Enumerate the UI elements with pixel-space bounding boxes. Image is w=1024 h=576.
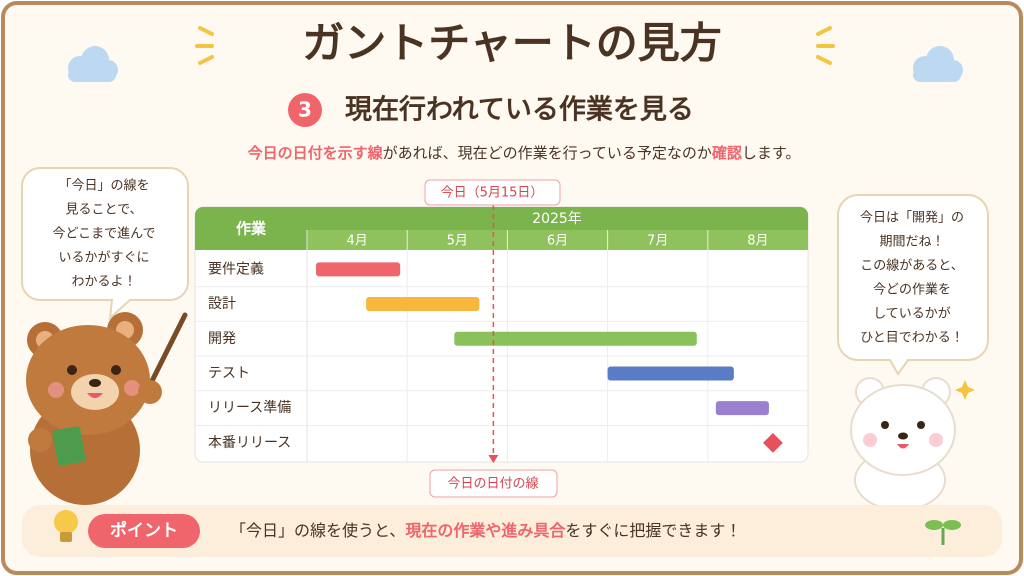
task-bar xyxy=(607,366,734,381)
title: ガントチャートの見方 xyxy=(302,19,722,68)
cloud-right xyxy=(913,46,963,82)
text-segment: します。 xyxy=(742,144,801,162)
text-segment: があれば、現在どの作業を行っている予定なのか xyxy=(383,144,712,162)
point-badge-text: ポイント xyxy=(110,520,178,541)
today-label: 今日（5月15日） xyxy=(441,185,544,201)
bubble-line: 今どこまで進んで xyxy=(53,226,156,242)
bubble-line: ひと目でわかる！ xyxy=(860,331,964,346)
month-label: 7月 xyxy=(647,234,668,249)
bubble-line: 期間だね！ xyxy=(879,235,944,250)
today-line-label: 今日の日付の線 xyxy=(447,476,538,492)
sprout-icon xyxy=(925,520,961,545)
year-label: 2025年 xyxy=(532,211,582,227)
month-label: 8月 xyxy=(747,234,768,249)
bubble-right xyxy=(837,194,989,376)
gantt-chart: 作業 2025年 4月 5月 6月 7月 8月要件定義設計開発テストリリース準備本番リリ… xyxy=(194,206,809,463)
step-title: 現在行われている作業を見る xyxy=(345,94,694,126)
task-name: 開発 xyxy=(208,331,236,347)
brown-bear xyxy=(26,312,188,505)
text-segment: 確認 xyxy=(711,144,742,162)
text-segment: をすぐに把握できます！ xyxy=(565,521,741,540)
description: 今日の日付を示す線があれば、現在どの作業を行っている予定なのか確認します。 xyxy=(248,144,801,162)
step-circle xyxy=(288,93,322,127)
month-label: 4月 xyxy=(346,234,367,249)
bulb-icon xyxy=(54,510,78,542)
bubble-left xyxy=(21,167,189,321)
task-name: 要件定義 xyxy=(208,260,264,277)
task-bar xyxy=(366,297,480,312)
task-name: テスト xyxy=(208,365,250,381)
today-line-label-box xyxy=(429,469,558,498)
point-bar xyxy=(22,505,1002,557)
bubble-line: いるかがすぐに xyxy=(58,251,149,266)
task-bar xyxy=(715,401,769,416)
step-number: 3 xyxy=(298,98,312,122)
point-text: 「今日」の線を使うと、現在の作業や進み具合をすぐに把握できます！ xyxy=(230,521,741,540)
bubble-line: この線があると、 xyxy=(860,258,963,274)
task-name: 設計 xyxy=(208,296,236,312)
month-label: 5月 xyxy=(447,234,468,249)
task-header: 作業 xyxy=(236,220,267,238)
text-segment: 現在の作業や進み具合 xyxy=(405,521,566,540)
sparkles xyxy=(195,26,835,65)
today-arrow xyxy=(488,455,499,463)
text-segment: 今日の日付を示す線 xyxy=(248,144,384,162)
bubble-line: 今日は「開発」の xyxy=(860,210,964,226)
task-bar xyxy=(454,331,697,346)
text-segment: 「今日」の線を使うと、 xyxy=(230,521,405,540)
task-name: リリース準備 xyxy=(208,400,291,416)
milestone xyxy=(763,432,783,453)
point-badge xyxy=(88,514,200,548)
bubble-line: わかるよ！ xyxy=(71,275,136,290)
bubble-line: しているかが xyxy=(873,307,951,322)
today-label-box xyxy=(424,179,561,206)
white-bear xyxy=(850,377,975,511)
month-label: 6月 xyxy=(547,234,568,249)
cloud-left xyxy=(68,46,118,82)
bubble-line: 今どの作業を xyxy=(873,282,951,298)
task-name: 本番リリース xyxy=(208,435,291,451)
month-header xyxy=(307,230,808,250)
task-bar xyxy=(316,262,401,277)
bubble-line: 「今日」の線を xyxy=(58,178,149,194)
bubble-line: 見ることで、 xyxy=(65,203,142,218)
